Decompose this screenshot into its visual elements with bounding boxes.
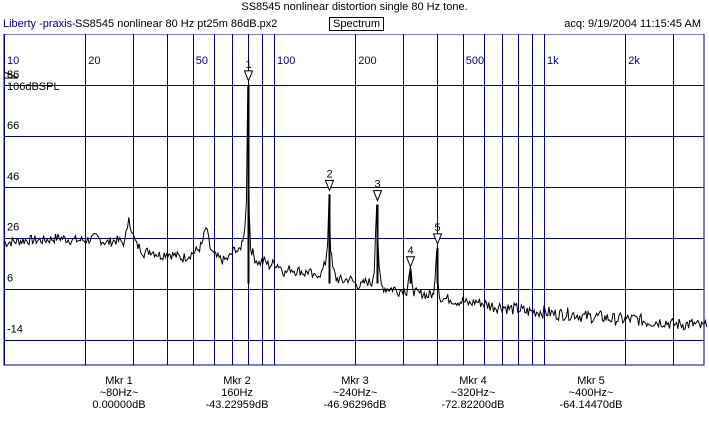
marker-4-name: Mkr 4 <box>459 375 487 387</box>
marker-3-name: Mkr 3 <box>341 375 369 387</box>
acquisition-timestamp: acq: 9/19/2004 11:15:45 AM <box>564 18 701 30</box>
y-tick-label: 46 <box>7 171 19 183</box>
marker-5-name: Mkr 5 <box>577 375 605 387</box>
x-tick-label: 10 <box>7 55 19 67</box>
marker-2-name: Mkr 2 <box>223 375 251 387</box>
x-tick-label: 20 <box>88 55 100 67</box>
marker-2-value: -43.22959dB <box>205 399 269 411</box>
marker-1-value: 0.00000dB <box>92 399 146 411</box>
marker-3-readout: Mkr 3 ~240Hz~ -46.96296dB <box>310 375 400 411</box>
file-name-label: SS8545 nonlinear 80 Hz pt25m 86dB.px2 <box>75 18 278 30</box>
spectrum-plot[interactable]: 1 2 3 4 5 10 20 50 100 200 500 1k 2k 86 66 46 26 6 -14 106… <box>0 34 709 369</box>
y-tick-label: 86 <box>7 69 19 81</box>
marker-layer: 1 2 3 4 5 <box>243 59 443 284</box>
marker-1-triangle-icon <box>243 70 254 83</box>
y-tick-label: 6 <box>7 273 13 285</box>
marker-3-freq: ~240Hz~ <box>332 387 378 399</box>
marker-1-readout: Mkr 1 ~80Hz~ 0.00000dB <box>74 375 164 411</box>
x-tick-label: 2k <box>628 55 640 67</box>
marker-2-freq: 160Hz <box>221 387 253 399</box>
window-title: SS8545 nonlinear distortion single 80 Hz… <box>241 1 468 13</box>
marker-1-label: 1 <box>246 59 252 71</box>
marker-5-readout: Mkr 5 ~400Hz~ -64.14470dB <box>546 375 636 411</box>
plot-grid <box>3 34 705 366</box>
marker-4-freq: ~320Hz~ <box>450 387 496 399</box>
y-unit-label: 106dBSPL <box>7 81 60 93</box>
reference-level-icon <box>3 71 19 79</box>
marker-3-triangle-icon <box>372 190 383 202</box>
y-tick-label: 26 <box>7 222 19 234</box>
x-tick-label: 200 <box>358 55 376 67</box>
marker-4-triangle-icon <box>405 256 416 269</box>
marker-5-value: -64.14470dB <box>559 399 623 411</box>
marker-2-readout: Mkr 2 160Hz -43.22959dB <box>192 375 282 411</box>
x-tick-label: 50 <box>196 55 208 67</box>
marker-5-label: 5 <box>435 222 441 234</box>
spectrum-mode-button[interactable]: Spectrum <box>329 17 385 31</box>
marker-4-readout: Mkr 4 ~320Hz~ -72.82200dB <box>428 375 518 411</box>
x-tick-label: 1k <box>547 55 559 67</box>
marker-5-freq: ~400Hz~ <box>568 387 614 399</box>
x-tick-label: 500 <box>466 55 484 67</box>
marker-4-label: 4 <box>408 245 414 257</box>
marker-4-value: -72.82200dB <box>441 399 505 411</box>
spectrum-trace-line <box>3 84 708 331</box>
marker-3-label: 3 <box>375 179 381 191</box>
spectrum-trace <box>3 84 708 331</box>
app-name-label: Liberty -praxis- <box>3 18 76 30</box>
marker-3-value: -46.96296dB <box>323 399 387 411</box>
marker-2-label: 2 <box>327 168 333 180</box>
plot-frame <box>3 34 705 366</box>
marker-1-name: Mkr 1 <box>105 375 133 387</box>
x-tick-label: 100 <box>277 55 295 67</box>
y-tick-label: 66 <box>7 120 19 132</box>
marker-2-triangle-icon <box>324 179 335 192</box>
y-tick-label: -14 <box>7 324 23 336</box>
marker-5-triangle-icon <box>432 233 443 246</box>
marker-1-freq: ~80Hz~ <box>99 387 139 399</box>
axis-labels: 10 20 50 100 200 500 1k 2k 86 66 46 26 6 -14 106dBSPL <box>3 55 640 336</box>
